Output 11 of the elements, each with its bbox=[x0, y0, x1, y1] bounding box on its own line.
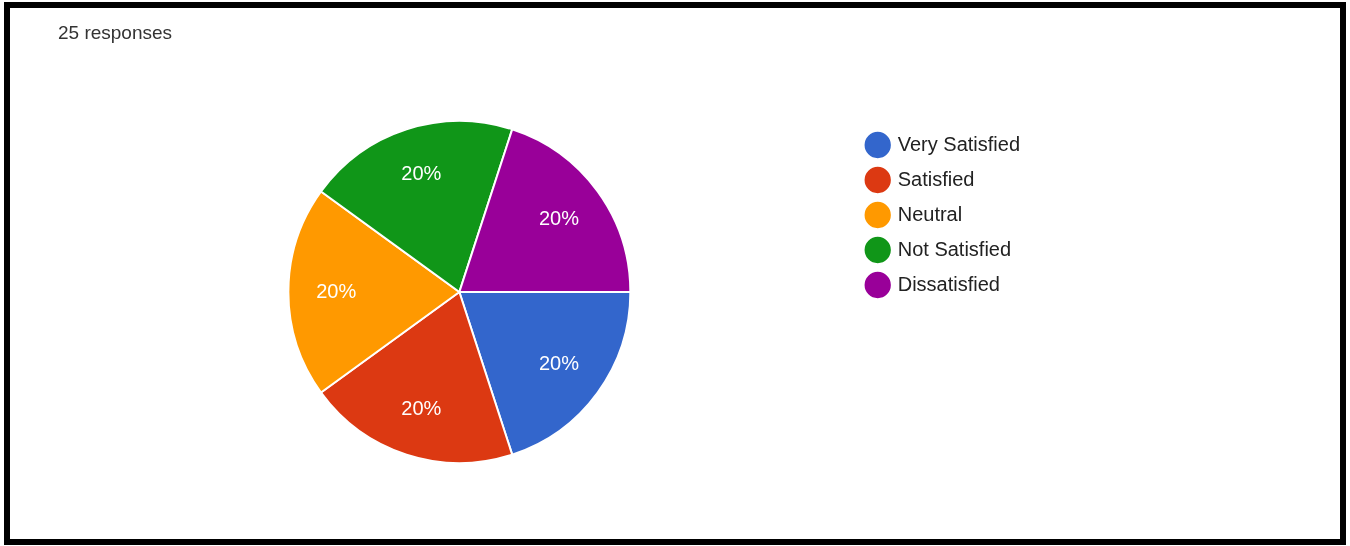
legend-label: Satisfied bbox=[897, 167, 975, 190]
data-label: 20% bbox=[401, 162, 442, 185]
text: 25 responses bbox=[58, 22, 173, 44]
data-label: 20% bbox=[538, 207, 580, 230]
data-label: 20% bbox=[538, 351, 580, 374]
legend-label: Neutral bbox=[897, 202, 963, 225]
legend-label: Very Satisfied bbox=[897, 132, 1021, 155]
legend-label: Not Satisfied bbox=[897, 237, 1012, 260]
data-label: 20% bbox=[316, 279, 357, 302]
legend-label: Dissatisfied bbox=[897, 272, 1000, 295]
data-label: 20% bbox=[401, 396, 442, 419]
